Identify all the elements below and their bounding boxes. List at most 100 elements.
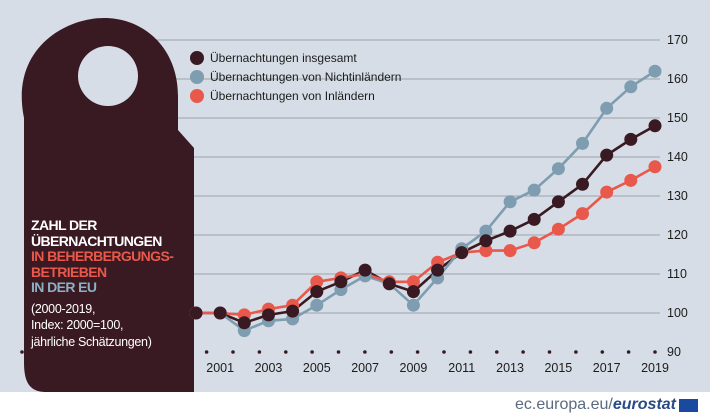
y-tick-label: 100 xyxy=(667,306,688,320)
axis-dot xyxy=(468,350,473,354)
data-point-s1-2017 xyxy=(600,101,614,115)
x-tick-label: 2009 xyxy=(400,361,428,375)
note-line-3: jährliche Schätzungen) xyxy=(31,334,152,349)
x-tick-label: 2005 xyxy=(303,361,331,375)
data-point-s1-2018 xyxy=(624,80,638,94)
data-point-s1-2019 xyxy=(648,64,662,78)
data-point-s0-2007 xyxy=(358,263,372,277)
axis-dot xyxy=(231,350,235,354)
axis-dot xyxy=(257,350,262,354)
x-tick-label: 2017 xyxy=(593,361,621,375)
x-tick-label: 2007 xyxy=(351,361,379,375)
source-site: ec.europa.eu/ xyxy=(515,396,613,413)
data-point-s0-2010 xyxy=(431,263,445,277)
data-point-s0-2006 xyxy=(334,275,348,289)
axis-dot xyxy=(363,350,367,354)
legend-marker-domestic xyxy=(190,89,204,103)
data-point-s2-2018 xyxy=(624,173,638,187)
legend-marker-total xyxy=(190,51,204,65)
data-point-s0-2004 xyxy=(286,304,300,318)
x-tick-label: 2019 xyxy=(641,361,669,375)
data-point-s1-2015 xyxy=(551,162,565,176)
series-line-1 xyxy=(196,70,656,332)
note-line-1: (2000-2019, xyxy=(31,301,96,316)
data-point-s0-2001 xyxy=(213,306,227,320)
data-point-s0-2018 xyxy=(624,132,638,146)
data-point-s0-2009 xyxy=(406,285,420,299)
data-point-s1-2016 xyxy=(576,136,589,150)
y-tick-label: 120 xyxy=(667,228,688,242)
axis-dot xyxy=(521,350,525,354)
data-point-s0-2014 xyxy=(527,212,541,226)
axis-dot xyxy=(547,350,552,354)
y-tick-label: 130 xyxy=(667,189,688,203)
axis-dot xyxy=(336,350,341,354)
data-point-s1-2013 xyxy=(503,195,517,209)
y-tick-label: 140 xyxy=(667,150,688,164)
data-point-s0-2008 xyxy=(382,277,396,291)
legend: Übernachtungen insgesamt Übernachtungen … xyxy=(190,51,401,103)
source-footer: ec.europa.eu/ eurostat xyxy=(515,396,698,414)
x-tick-label: 2015 xyxy=(544,361,572,375)
eu-flag-icon xyxy=(679,398,698,412)
data-point-s0-2017 xyxy=(600,148,614,162)
data-point-s1-2009 xyxy=(406,298,420,312)
data-point-s2-2014 xyxy=(527,236,541,250)
data-point-s0-2013 xyxy=(503,224,517,238)
x-tick-label: 2003 xyxy=(255,361,283,375)
chart-title-block: ZAHL DER ÜBERNACHTUNGEN IN BEHERBERGUNGS… xyxy=(31,217,191,349)
axis-dot xyxy=(600,350,605,354)
data-point-s1-2005 xyxy=(310,298,324,312)
data-point-s0-2011 xyxy=(455,246,469,260)
y-tick-label: 110 xyxy=(667,267,687,281)
data-point-s2-2009 xyxy=(406,275,420,289)
axis-dot xyxy=(415,350,420,354)
data-point-s0-2003 xyxy=(262,308,275,322)
data-point-s2-2016 xyxy=(576,207,589,221)
line-chart: 90 100 110 120 130 140 150 160 170 2001 2003 2005 2… xyxy=(20,18,688,392)
data-point-s2-2017 xyxy=(600,185,614,199)
legend-label-total: Übernachtungen insgesamt xyxy=(210,51,357,65)
legend-label-domestic: Übernachtungen von Inländern xyxy=(210,89,375,103)
y-tick-label: 150 xyxy=(667,111,688,125)
axis-dot xyxy=(20,350,24,354)
title-line-1: ZAHL DER xyxy=(31,217,97,233)
source-brand: eurostat xyxy=(612,396,676,413)
y-tick-label: 90 xyxy=(667,345,681,359)
x-tick-label: 2001 xyxy=(206,361,234,375)
data-point-s2-2015 xyxy=(551,222,565,236)
axis-dot xyxy=(310,350,314,354)
data-point-s2-2012 xyxy=(479,244,493,258)
data-point-s0-2005 xyxy=(310,285,324,299)
x-tick-label: 2013 xyxy=(496,361,524,375)
axis-dot xyxy=(442,350,446,354)
y-tick-label: 160 xyxy=(667,72,688,86)
axis-dot xyxy=(204,350,209,354)
data-point-s2-2013 xyxy=(503,244,517,258)
series-points xyxy=(189,64,662,338)
y-tick-label: 170 xyxy=(667,33,688,47)
series-lines xyxy=(196,70,656,332)
legend-marker-foreign xyxy=(190,70,204,84)
data-point-s0-2019 xyxy=(648,119,662,133)
data-point-s0-2016 xyxy=(576,177,589,191)
data-point-s0-2000 xyxy=(189,306,203,320)
data-point-s1-2014 xyxy=(527,183,541,197)
data-point-s0-2015 xyxy=(551,195,565,209)
title-line-3: IN BEHERBERGUNGS- xyxy=(31,248,174,264)
title-line-4: BETRIEBEN xyxy=(31,263,107,280)
axis-dot xyxy=(495,350,499,354)
axis-dot xyxy=(653,350,657,354)
data-point-s2-2019 xyxy=(648,160,662,174)
data-point-s2-2005 xyxy=(310,275,324,289)
note-line-2: Index: 2000=100, xyxy=(31,318,124,332)
data-point-s0-2002 xyxy=(237,316,251,330)
legend-label-foreign: Übernachtungen von Nichtinländern xyxy=(210,70,401,84)
y-axis-tick-labels: 90 100 110 120 130 140 150 160 170 xyxy=(667,33,688,359)
axis-dot xyxy=(284,350,288,354)
data-point-s1-2012 xyxy=(479,224,493,238)
door-hanger-hole xyxy=(78,46,138,106)
x-axis-tick-labels: 2001 2003 2005 2007 2009 2011 2013 2015 2017 2019 xyxy=(206,361,669,375)
door-hanger-shape xyxy=(21,18,195,392)
